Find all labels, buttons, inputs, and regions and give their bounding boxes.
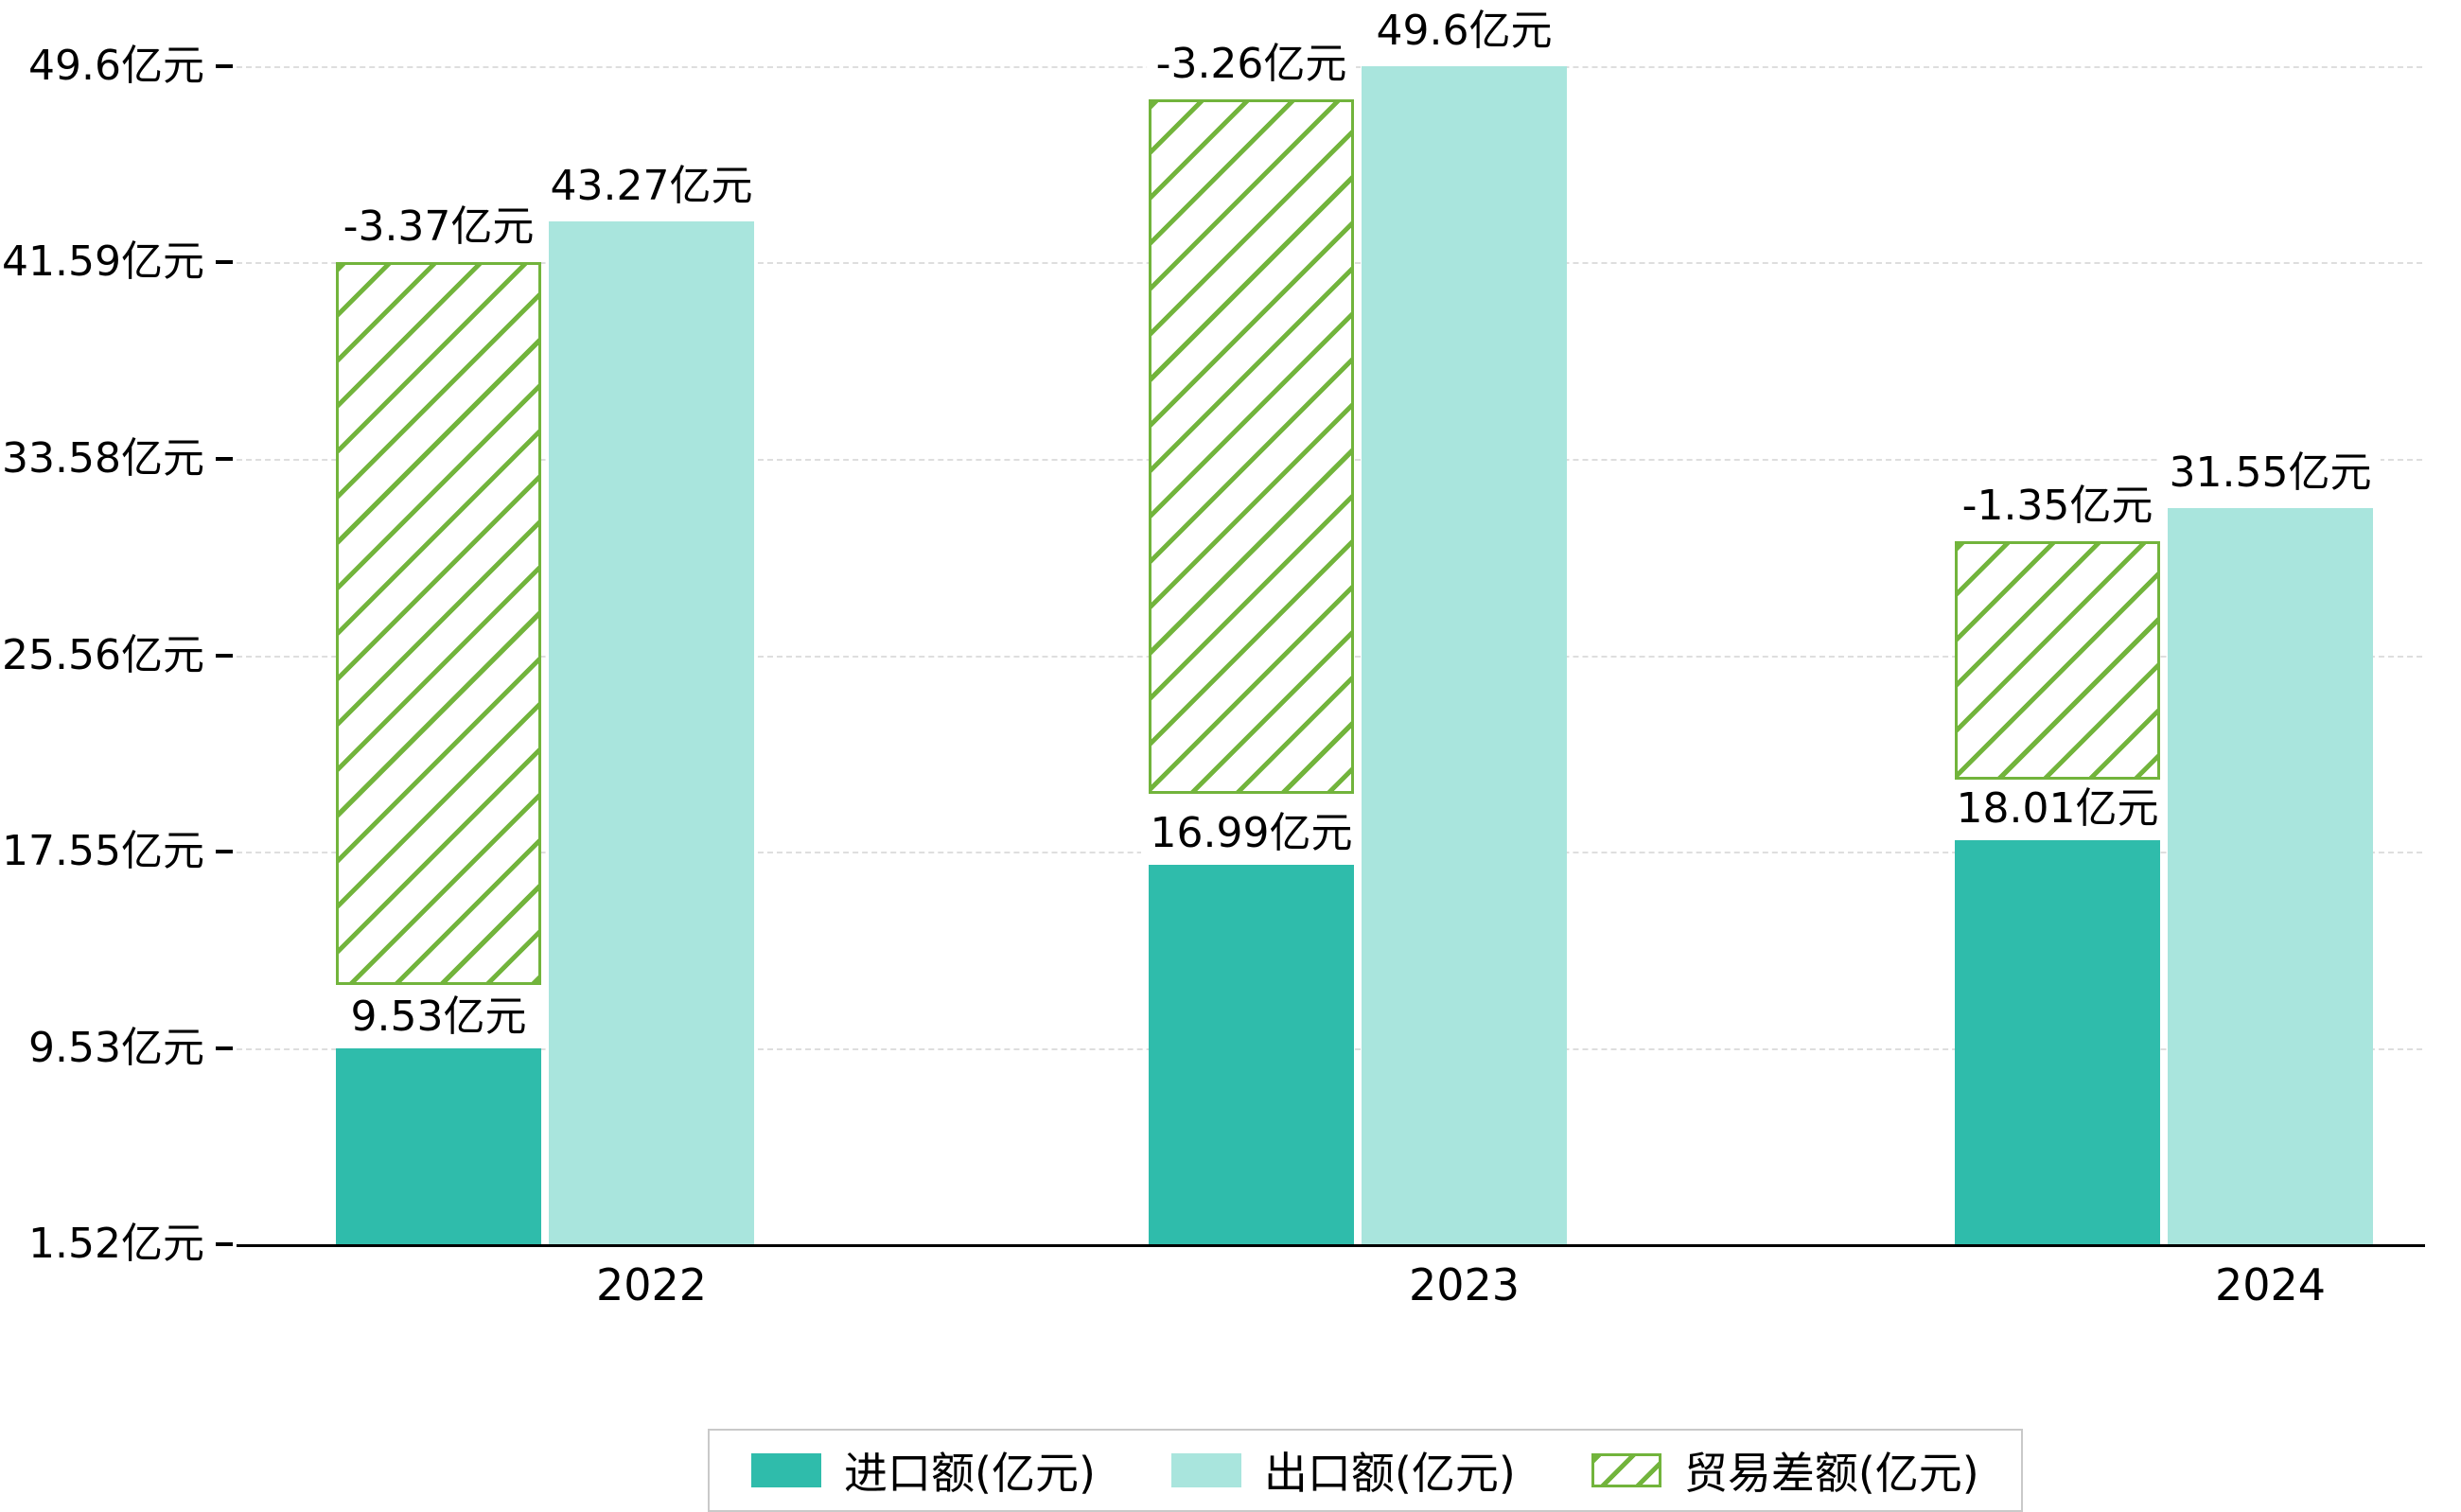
y-axis-tick-mark: [216, 456, 233, 461]
legend-swatch-import: [751, 1453, 821, 1487]
y-axis-tick-label: 49.6亿元: [28, 42, 204, 90]
legend: 进口额(亿元) 出口额(亿元) 贸易差额(亿元): [708, 1429, 2023, 1512]
x-axis-line: [237, 1244, 2425, 1247]
label-export-2024: 31.55亿元: [2159, 445, 2382, 501]
legend-swatch-balance: [1591, 1453, 1661, 1487]
bar-trade-balance-2023: [1149, 98, 1354, 795]
legend-item-trade-balance: 贸易差额(亿元): [1591, 1439, 1979, 1502]
bar-export-2024: [2168, 508, 2373, 1244]
label-import-2022: 9.53亿元: [341, 988, 536, 1045]
y-axis-tick-mark: [216, 260, 233, 265]
y-axis-tick-mark: [216, 64, 233, 68]
y-axis-tick-label: 25.56亿元: [2, 630, 204, 679]
label-trade-balance-2023: -3.26亿元: [1146, 35, 1357, 92]
legend-label-balance: 贸易差额(亿元): [1683, 1448, 1979, 1499]
y-axis-tick-mark: [216, 849, 233, 853]
legend-item-export: 出口额(亿元): [1170, 1439, 1516, 1502]
label-trade-balance-2022: -3.37亿元: [333, 199, 544, 255]
label-trade-balance-2024: -1.35亿元: [1952, 478, 2163, 535]
bar-import-2023: [1149, 865, 1354, 1244]
y-axis-tick-mark: [216, 653, 233, 658]
label-export-2023: 49.6亿元: [1366, 3, 1562, 59]
label-import-2023: 16.99亿元: [1140, 805, 1362, 862]
label-export-2022: 43.27亿元: [540, 157, 763, 214]
x-axis-label-2023: 2023: [1408, 1259, 1521, 1310]
bar-export-2022: [549, 220, 754, 1244]
y-axis-tick-mark: [216, 1242, 233, 1246]
y-axis-tick-mark: [216, 1046, 233, 1050]
legend-swatch-export: [1170, 1453, 1241, 1487]
bar-trade-balance-2022: [336, 262, 541, 986]
y-axis-tick-label: 33.58亿元: [2, 433, 204, 483]
bar-import-2022: [336, 1047, 541, 1244]
label-import-2024: 18.01亿元: [1946, 781, 2169, 837]
y-axis-tick-label: 9.53亿元: [28, 1023, 204, 1072]
bar-trade-balance-2024: [1955, 541, 2160, 780]
legend-label-import: 进口额(亿元): [844, 1448, 1096, 1499]
x-axis-label-2024: 2024: [2214, 1259, 2327, 1310]
legend-label-export: 出口额(亿元): [1263, 1448, 1516, 1499]
y-axis-tick-label: 17.55亿元: [2, 826, 204, 875]
y-axis-tick-label: 41.59亿元: [2, 237, 204, 287]
bar-import-2024: [1955, 840, 2160, 1244]
bar-export-2023: [1362, 66, 1567, 1244]
y-axis-tick-label: 1.52亿元: [28, 1220, 204, 1268]
x-axis-label-2022: 2022: [595, 1259, 708, 1310]
legend-item-import: 进口额(亿元): [751, 1439, 1096, 1502]
